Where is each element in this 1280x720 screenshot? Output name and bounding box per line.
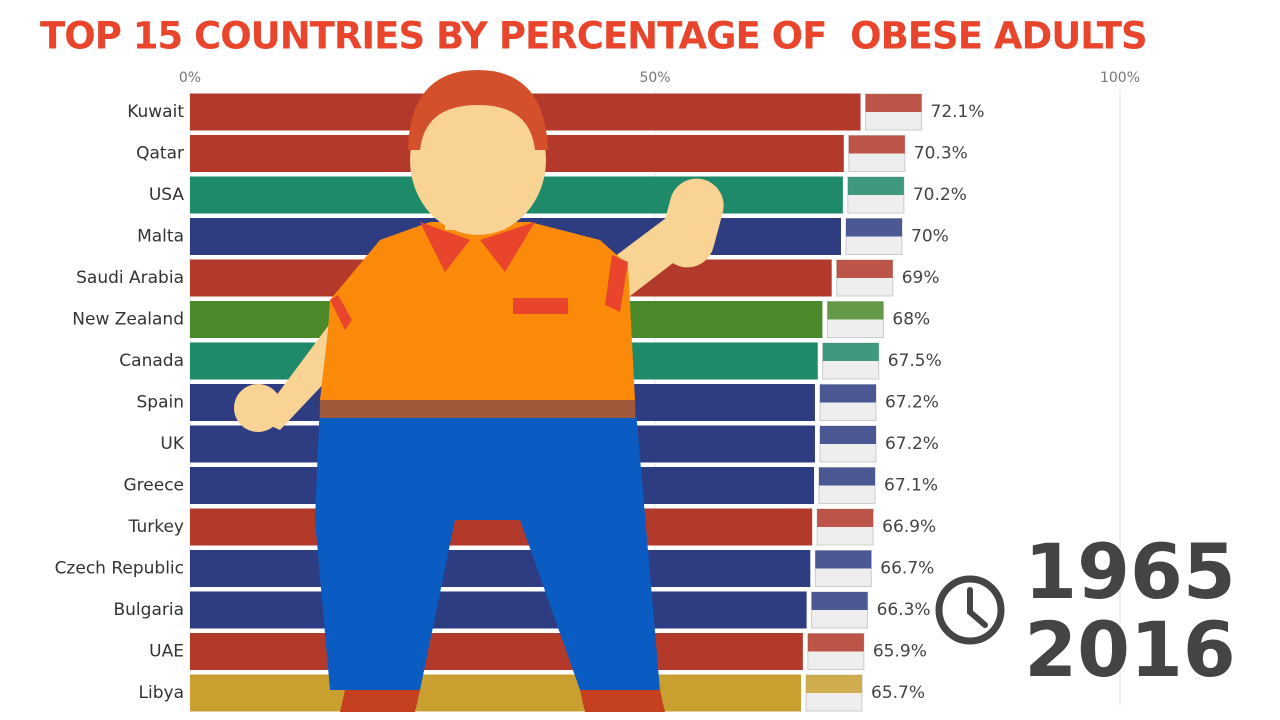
chart-title: TOP 15 COUNTRIES BY PERCENTAGE OF OBESE … xyxy=(40,15,1147,58)
flag-icon xyxy=(819,467,876,486)
y-tick-label: Turkey xyxy=(128,517,184,537)
flag-icon xyxy=(819,426,876,444)
value-label: 65.7% xyxy=(871,683,925,703)
flag-icon xyxy=(827,301,884,320)
value-label: 67.2% xyxy=(885,434,939,454)
y-tick-label: Canada xyxy=(119,351,184,371)
value-label: 70.2% xyxy=(913,185,967,205)
flag-icon xyxy=(807,633,864,652)
bar xyxy=(190,674,802,712)
value-label: 67.5% xyxy=(888,351,942,371)
year-start: 1965 xyxy=(1024,527,1236,616)
flag-icon xyxy=(846,218,902,237)
flag-icon xyxy=(806,675,863,693)
flag-icon xyxy=(819,384,876,403)
x-tick-label: 100% xyxy=(1100,70,1140,86)
value-label: 67.1% xyxy=(884,476,938,496)
flag-icon xyxy=(848,135,905,154)
value-label: 66.7% xyxy=(880,559,934,579)
value-label: 72.1% xyxy=(931,102,985,122)
y-tick-label: Kuwait xyxy=(127,102,184,122)
y-tick-label: Greece xyxy=(123,476,184,496)
value-label: 66.3% xyxy=(877,600,931,620)
y-tick-label: Saudi Arabia xyxy=(76,268,184,288)
y-tick-label: UK xyxy=(160,434,184,454)
value-label: 69% xyxy=(902,268,940,288)
y-tick-label: Spain xyxy=(137,393,185,413)
value-label: 70% xyxy=(911,227,949,247)
value-label: 67.2% xyxy=(885,393,939,413)
clock-icon xyxy=(935,575,1005,645)
value-label: 65.9% xyxy=(873,642,927,662)
cartoon-person xyxy=(234,70,724,712)
value-label: 70.3% xyxy=(914,144,968,164)
year-end: 2016 xyxy=(1024,605,1236,694)
y-tick-label: Qatar xyxy=(136,144,184,164)
flag-icon xyxy=(815,550,872,569)
flag-icon xyxy=(817,509,874,527)
bar xyxy=(190,550,811,587)
x-tick-label: 0% xyxy=(179,70,201,86)
y-tick-label: Libya xyxy=(139,683,184,703)
y-tick-label: Czech Republic xyxy=(55,559,184,579)
value-label: 66.9% xyxy=(882,517,936,537)
y-tick-label: Bulgaria xyxy=(114,600,185,620)
flag-icon xyxy=(847,177,904,195)
y-tick-label: Malta xyxy=(137,227,184,247)
flag-icon xyxy=(822,343,879,361)
value-label: 68% xyxy=(892,310,930,330)
flag-icon xyxy=(836,260,893,278)
y-tick-label: USA xyxy=(149,185,185,205)
x-tick-label: 50% xyxy=(639,70,670,86)
bar xyxy=(190,633,803,670)
flag-icon xyxy=(811,592,868,610)
flag-icon xyxy=(865,94,922,112)
bar xyxy=(190,591,807,629)
y-tick-label: UAE xyxy=(149,642,184,662)
y-tick-label: New Zealand xyxy=(72,310,184,330)
